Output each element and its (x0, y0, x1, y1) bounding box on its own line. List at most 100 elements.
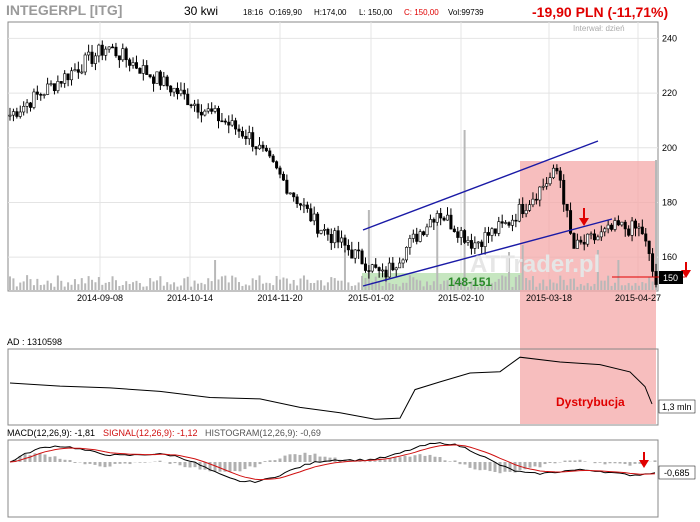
volume-bar (419, 280, 422, 290)
candle-body (220, 120, 224, 123)
volume-bar (374, 276, 377, 290)
candle-body (603, 228, 607, 233)
candle-body (49, 83, 53, 85)
candle-body (469, 240, 473, 249)
candle-body (384, 269, 388, 278)
volume-bar (36, 278, 39, 290)
candle-body (640, 226, 644, 235)
histogram-bar (488, 462, 492, 472)
candle-body (264, 147, 268, 152)
volume-bar (241, 285, 244, 290)
volume-bar (395, 284, 398, 290)
volume-bar (282, 277, 285, 290)
volume-bar (231, 275, 234, 290)
histogram-bar (548, 462, 552, 463)
volume-bar (449, 284, 452, 290)
volume-bar (429, 285, 432, 290)
candle-body (483, 232, 487, 247)
candle-body (128, 59, 132, 66)
histogram-bar (143, 462, 147, 463)
candle-body (213, 108, 217, 112)
histogram-bar (493, 462, 497, 472)
candle-body (589, 233, 593, 236)
volume-bar (624, 285, 627, 290)
candle-body (305, 204, 309, 209)
histogram-bar (173, 462, 177, 464)
candle-body (370, 264, 374, 272)
volume-bar (166, 282, 169, 290)
histogram-bar (58, 458, 62, 462)
volume-bar (56, 275, 59, 290)
volume-bar (391, 284, 394, 290)
volume-bar (542, 279, 545, 290)
volume-bar (545, 286, 548, 290)
histogram-bar (368, 460, 372, 462)
histogram-bar (43, 454, 47, 462)
histogram-bar (38, 453, 42, 462)
volume-bar (473, 281, 476, 290)
volume-bar (470, 281, 473, 290)
candle-body (459, 230, 463, 238)
histogram-bar (183, 462, 187, 468)
volume-bar (111, 276, 114, 290)
volume-bar (145, 286, 148, 290)
volume-bar (337, 280, 340, 290)
histogram-bar (243, 462, 247, 470)
histogram-bar (448, 461, 452, 462)
current-price-label: 150 (663, 273, 678, 283)
volume-bar (15, 286, 18, 290)
signal-line (9, 444, 656, 481)
histogram-bar (303, 452, 307, 462)
volume-bar (73, 279, 76, 290)
volume-bar (504, 276, 507, 290)
histogram-bar (498, 462, 502, 474)
volume-bar (313, 282, 316, 290)
histogram-bar (323, 456, 327, 462)
volume-bar (371, 281, 374, 290)
histogram-bar (203, 462, 207, 470)
candle-body (377, 267, 381, 272)
candle-body (353, 249, 357, 259)
x-tick-label: 2014-11-20 (257, 293, 302, 303)
candle-body (124, 48, 128, 61)
candle-body (244, 135, 248, 140)
candle-body (616, 220, 620, 226)
volume-bar (306, 279, 309, 290)
histogram-title: HISTOGRAM(12,26,9): -0,69 (205, 428, 321, 438)
volume-bar (453, 279, 456, 290)
volume-bar (258, 275, 261, 290)
volume-bar (142, 286, 145, 290)
candle-body (627, 228, 631, 236)
volume-bar (46, 280, 49, 290)
histogram-bar (83, 462, 87, 465)
histogram-bar (328, 457, 332, 462)
volume-bar (316, 280, 319, 290)
histogram-bar (218, 462, 222, 472)
histogram-bar (483, 462, 487, 470)
candle-body (104, 48, 108, 56)
y-tick-label: 240 (662, 33, 677, 43)
volume-bar (210, 281, 213, 290)
volume-bar (248, 285, 251, 290)
volume-bar (227, 282, 230, 290)
histogram-bar (453, 460, 457, 462)
candle-body (432, 219, 436, 223)
volume-bar (19, 282, 22, 290)
volume-bar (562, 279, 565, 290)
candle-body (186, 93, 190, 106)
candle-body (83, 54, 87, 73)
histogram-bar (653, 460, 657, 462)
candle-body (360, 250, 364, 265)
candle-body (346, 244, 350, 251)
candle-body (596, 236, 600, 241)
volume-bar (552, 282, 555, 290)
volume-bar (87, 276, 90, 290)
candle-body (565, 203, 569, 211)
low-label: L: 150,00 (359, 8, 393, 17)
candle-body (586, 233, 590, 245)
histogram-bar (478, 462, 482, 471)
volume-bar (490, 283, 493, 290)
histogram-bar (388, 458, 392, 462)
volume-bar (576, 286, 579, 290)
volume-bar (176, 286, 179, 290)
